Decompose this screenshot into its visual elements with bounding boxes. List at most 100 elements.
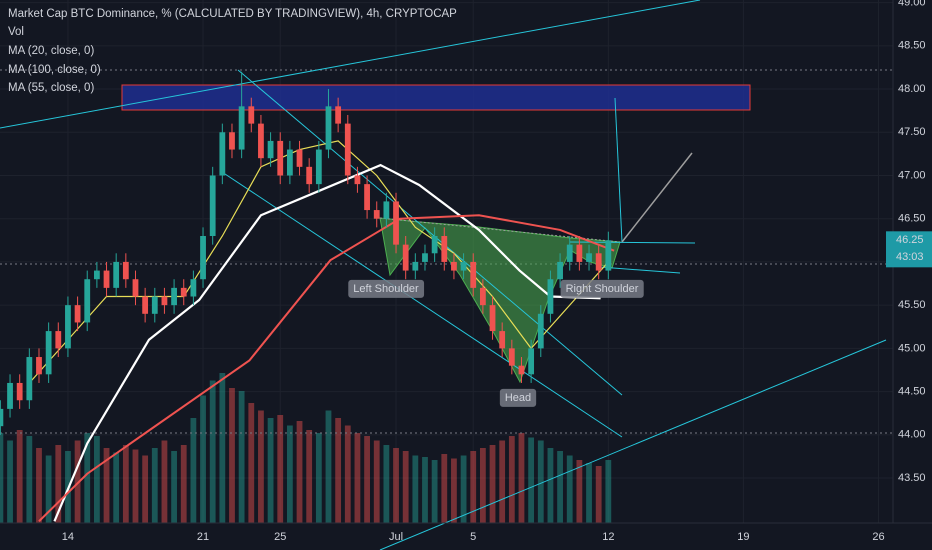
- price-axis-bg: [893, 0, 932, 550]
- volume-bar: [258, 410, 264, 523]
- volume-bar: [479, 448, 486, 523]
- volume-bar: [277, 415, 284, 523]
- candle-body: [0, 408, 4, 427]
- candle-body: [344, 123, 351, 176]
- y-tick-label: 46.50: [898, 213, 926, 225]
- axes: 43.5044.0044.5045.0045.5046.0046.5047.00…: [62, 0, 932, 543]
- candle-body: [412, 261, 419, 271]
- volume-bar: [393, 448, 399, 523]
- volume-bar: [557, 451, 563, 523]
- moving-average: [38, 214, 615, 522]
- volume-bar: [113, 452, 120, 523]
- volume-bar: [518, 433, 525, 523]
- candle-body: [190, 279, 197, 297]
- volume-bar: [93, 436, 100, 523]
- candle-body: [547, 279, 554, 314]
- volume-bar: [344, 425, 351, 523]
- volume-bar: [248, 403, 255, 523]
- volume-bar: [383, 445, 390, 523]
- candle-body: [537, 313, 544, 349]
- volume-bar: [229, 388, 235, 523]
- volume-bar: [151, 448, 158, 523]
- candle-body: [566, 244, 573, 262]
- candle-body: [45, 331, 52, 375]
- x-tick-label: 12: [602, 531, 614, 543]
- pattern-label: Left Shoulder: [353, 283, 419, 295]
- candle-body: [132, 279, 139, 297]
- volume-bar: [103, 448, 110, 523]
- volume-bar: [566, 455, 573, 523]
- candle-body: [229, 132, 235, 150]
- volume-bar: [325, 410, 332, 523]
- volume-bar: [200, 395, 206, 523]
- target-line: [614, 97, 623, 243]
- candle-body: [315, 149, 322, 185]
- candle-body: [431, 235, 438, 254]
- volume-layer: [0, 373, 612, 523]
- projection-line: [621, 152, 693, 243]
- x-tick-label: 19: [737, 531, 749, 543]
- legend-volume: Vol: [8, 26, 24, 38]
- moving-average: [53, 163, 601, 522]
- candle-body: [161, 296, 168, 306]
- volume-bar: [441, 454, 448, 523]
- candle-body: [470, 261, 477, 288]
- candle-body: [103, 270, 110, 288]
- candle-body: [238, 106, 245, 150]
- candle-body: [171, 287, 177, 306]
- trend-line: [237, 69, 623, 396]
- x-tick-label: 25: [274, 531, 286, 543]
- countdown: 43:03: [896, 251, 924, 263]
- pattern-label-bg: [560, 279, 644, 298]
- volume-bar: [451, 458, 457, 523]
- candle-body: [335, 106, 342, 124]
- y-tick-label: 44.50: [898, 386, 926, 398]
- drawings: [0, 0, 893, 550]
- last-price-bg: [886, 231, 932, 268]
- candle-body: [267, 140, 274, 159]
- y-tick-label: 45.00: [898, 342, 926, 354]
- volume-bar: [605, 460, 612, 523]
- candle-body: [209, 175, 216, 236]
- y-tick-label: 48.50: [898, 40, 926, 52]
- candle-body: [479, 287, 486, 306]
- candle-body: [74, 305, 81, 323]
- candle-body: [55, 331, 62, 349]
- candle-body: [306, 166, 313, 185]
- pattern-label-bg: [348, 279, 425, 298]
- candle-body: [113, 261, 120, 288]
- candle-body: [286, 149, 293, 176]
- volume-bar: [171, 451, 177, 523]
- candle-body: [26, 357, 33, 401]
- pattern-label: Head: [505, 392, 531, 404]
- volume-bar: [74, 440, 81, 523]
- trend-line: [0, 0, 701, 129]
- volume-bar: [161, 440, 168, 523]
- support-line: [599, 266, 681, 274]
- y-tick-label: 48.00: [898, 83, 926, 95]
- y-tick-label: 43.50: [898, 472, 926, 484]
- volume-bar: [431, 460, 438, 523]
- volume-bar: [219, 373, 226, 523]
- candle-body: [16, 382, 23, 401]
- candle-body: [65, 305, 71, 349]
- volume-bar: [122, 445, 129, 523]
- volume-bar: [238, 391, 245, 523]
- volume-bar: [286, 425, 293, 523]
- volume-bar: [354, 433, 361, 523]
- labels: Left Shoulder Head Right Shoulder: [348, 279, 644, 407]
- x-tick-label: 26: [872, 531, 884, 543]
- candle-body: [364, 184, 370, 211]
- volume-bar: [460, 455, 467, 523]
- candle-body: [248, 106, 255, 124]
- volume-bar: [402, 451, 409, 523]
- candle-body: [7, 382, 13, 409]
- candle-body: [451, 261, 457, 271]
- volume-bar: [190, 418, 197, 523]
- candle-body: [393, 201, 399, 245]
- candle-body: [422, 253, 428, 262]
- legend-entry: MA (55, close, 0): [8, 82, 94, 94]
- volume-bar: [142, 455, 149, 523]
- candle-body: [499, 331, 506, 349]
